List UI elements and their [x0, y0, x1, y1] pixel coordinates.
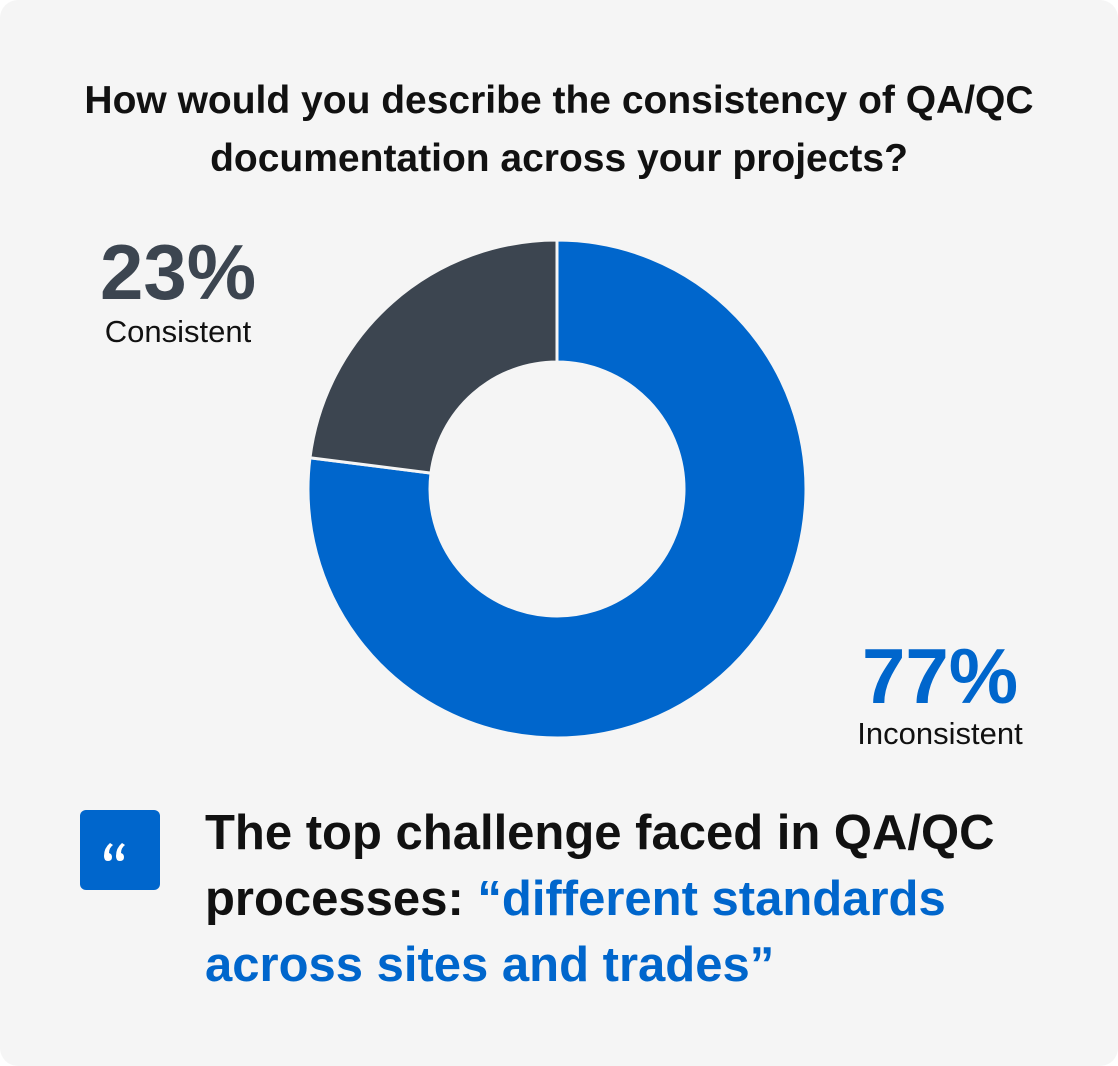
- quote-glyph: [104, 843, 125, 861]
- chart-title: How would you describe the consistency o…: [84, 79, 1034, 180]
- donut-segment: [306, 238, 808, 740]
- quote-mark: [116, 843, 125, 861]
- value-label: 23%: [99, 228, 257, 316]
- donut-segment: [308, 238, 559, 475]
- category-label: Inconsistent: [857, 716, 1023, 751]
- quote: The top challenge faced in QA/QC process…: [205, 800, 1065, 998]
- category-label: Consistent: [104, 314, 252, 349]
- quote-highlight: “different standards across sites and tr…: [205, 872, 946, 992]
- quote-icon: [80, 810, 160, 890]
- quote-text: The top challenge faced in QA/QC process…: [205, 806, 995, 926]
- value-label: 77%: [861, 632, 1019, 720]
- quote-mark: [104, 843, 113, 861]
